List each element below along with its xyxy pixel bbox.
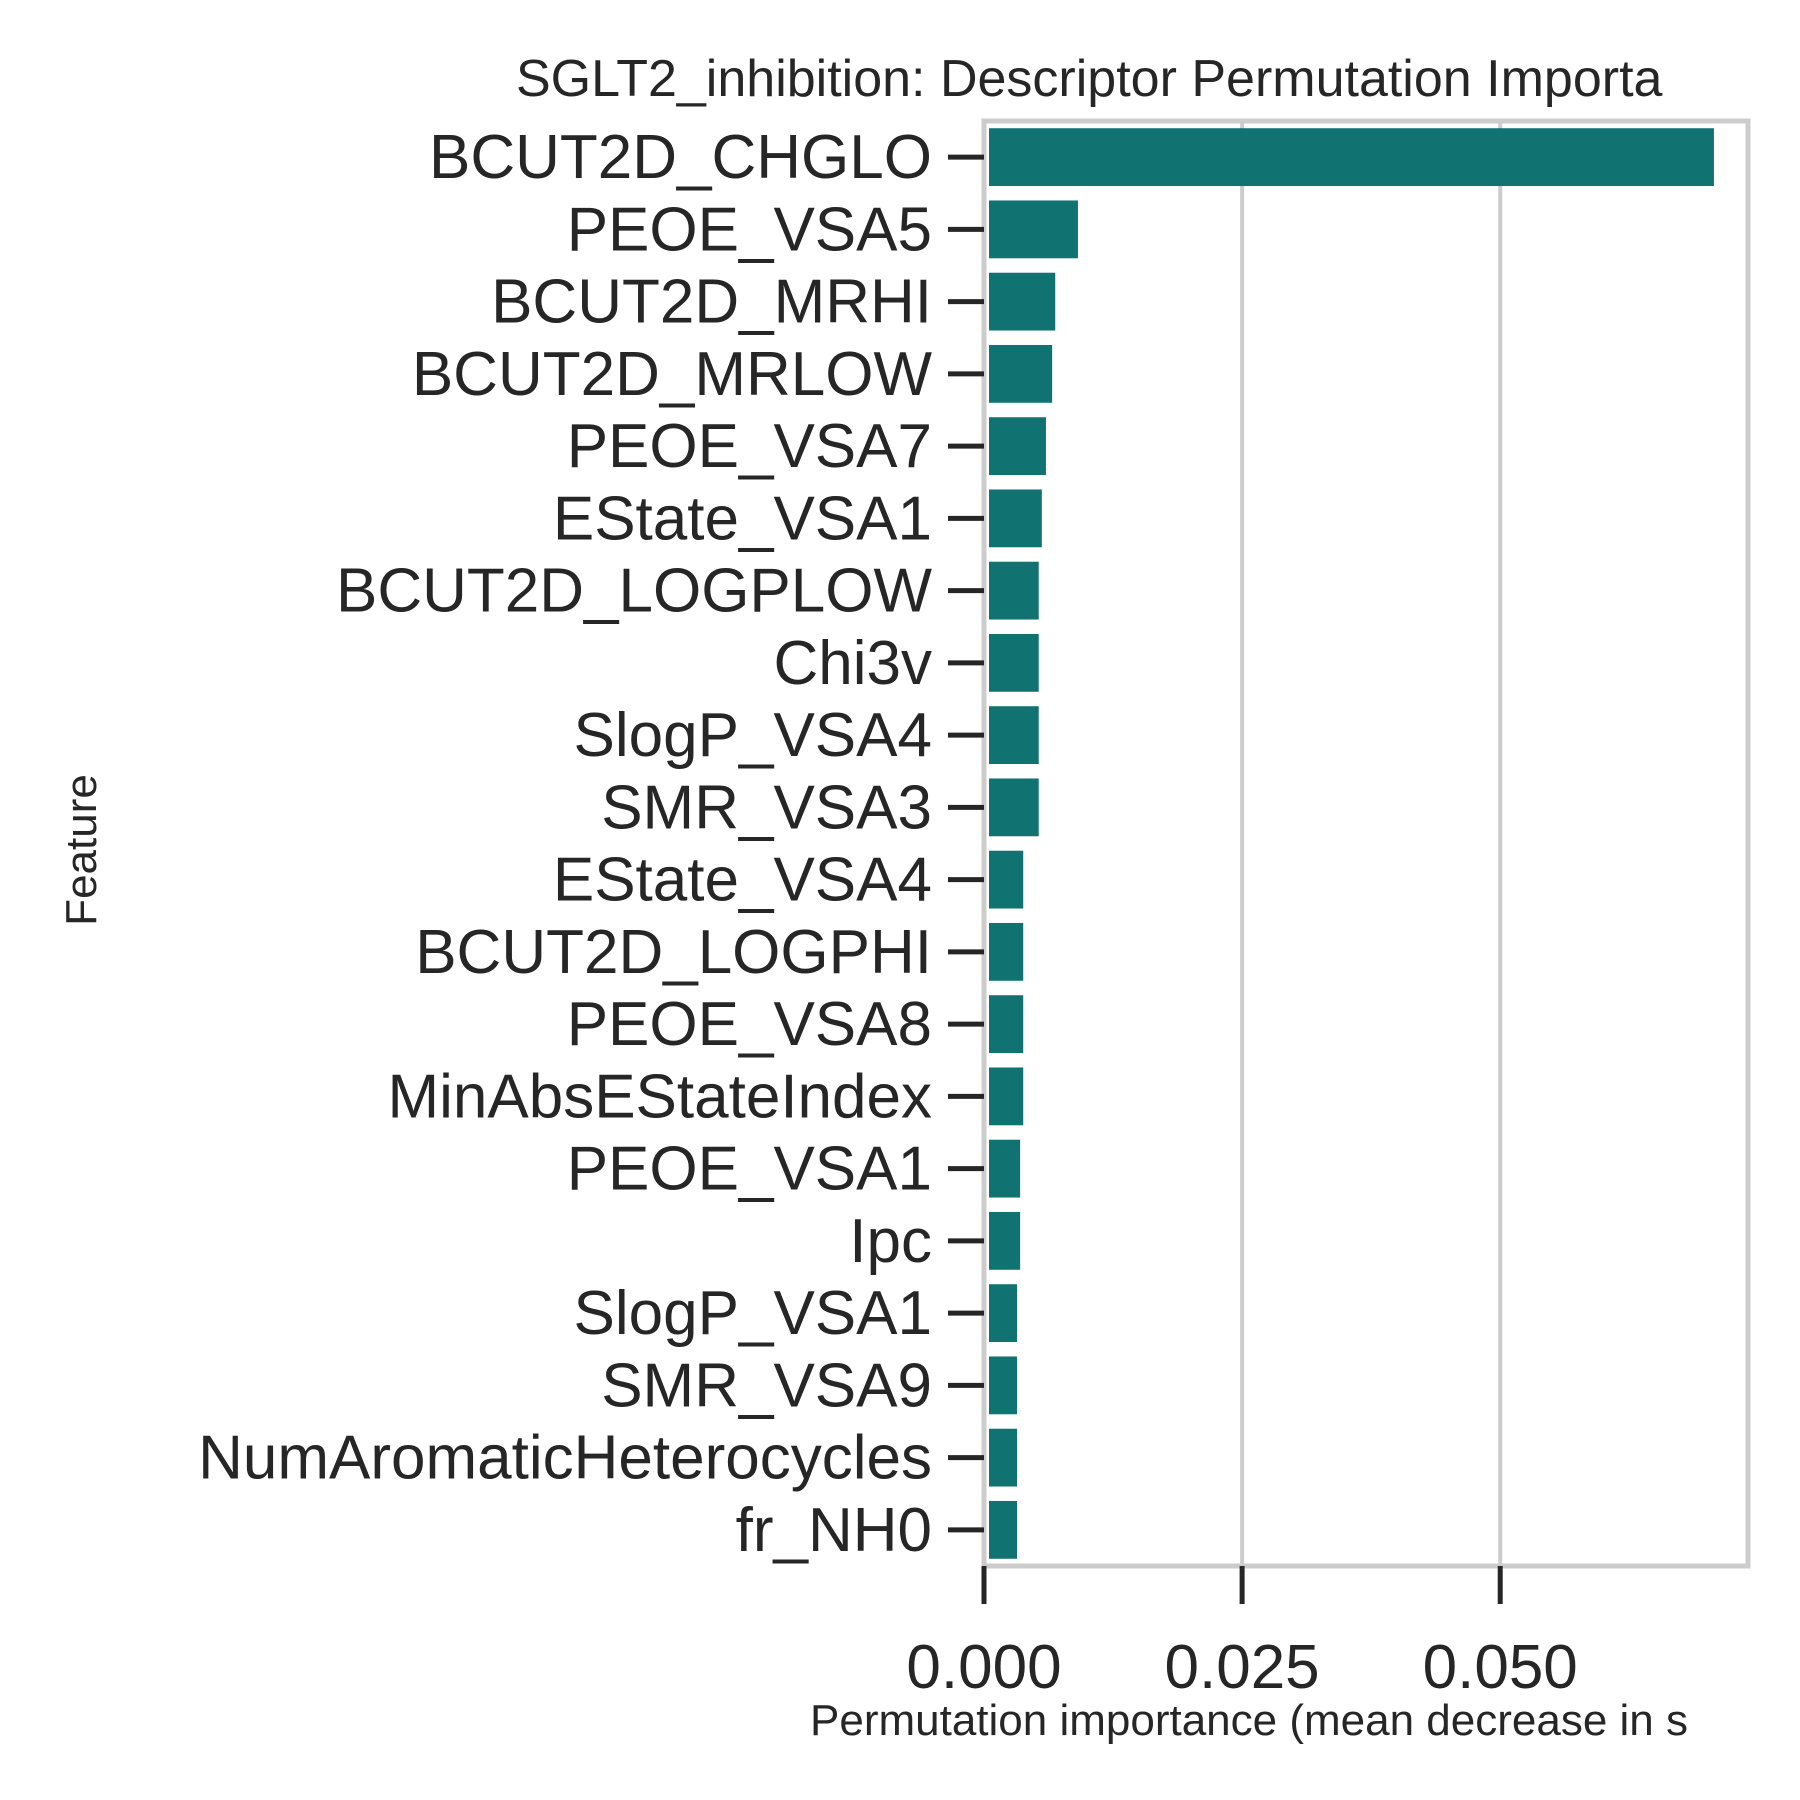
- bar: [989, 850, 1024, 909]
- y-tick-label: PEOE_VSA1: [567, 1135, 932, 1204]
- chart-title: SGLT2_inhibition: Descriptor Permutation…: [516, 50, 1663, 108]
- y-tick-label: SlogP_VSA4: [574, 701, 932, 770]
- y-axis-label: Feature: [57, 774, 106, 926]
- bar: [989, 1500, 1018, 1559]
- x-tick-label: 0.050: [1423, 1633, 1578, 1702]
- y-tick-label: EState_VSA1: [553, 484, 932, 553]
- y-tick-label: BCUT2D_LOGPHI: [415, 918, 932, 987]
- bar: [989, 778, 1039, 837]
- bar: [989, 1067, 1024, 1126]
- y-tick-label: SMR_VSA9: [601, 1351, 932, 1420]
- y-tick-label: SlogP_VSA1: [574, 1279, 932, 1348]
- plot-frame: [981, 118, 1751, 1569]
- y-tick-label: fr_NH0: [736, 1496, 932, 1565]
- bar: [989, 344, 1053, 403]
- bar: [989, 1284, 1018, 1343]
- bar: [989, 922, 1024, 981]
- x-tick-label: 0.000: [906, 1633, 1061, 1702]
- bar: [989, 561, 1039, 620]
- bar: [989, 706, 1039, 765]
- y-ticks: BCUT2D_CHGLOPEOE_VSA5BCUT2D_MRHIBCUT2D_M…: [198, 123, 984, 1565]
- bar: [989, 272, 1056, 331]
- y-tick-label: Chi3v: [773, 629, 932, 698]
- y-tick-label: BCUT2D_MRLOW: [412, 340, 933, 409]
- bar: [989, 128, 1714, 187]
- y-tick-label: PEOE_VSA7: [567, 412, 932, 481]
- y-tick-label: EState_VSA4: [553, 846, 932, 915]
- bar: [989, 995, 1024, 1054]
- bar: [989, 1211, 1021, 1270]
- y-tick-label: Ipc: [849, 1207, 932, 1276]
- x-tick-label: 0.025: [1165, 1633, 1320, 1702]
- x-ticks: 0.000 0.025 0.050: [906, 1566, 1578, 1702]
- bar: [989, 489, 1042, 548]
- y-tick-label: PEOE_VSA5: [567, 195, 932, 264]
- bars: [989, 128, 1714, 1559]
- bar: [989, 1428, 1018, 1487]
- y-tick-label: MinAbsEStateIndex: [387, 1062, 932, 1131]
- y-tick-label: BCUT2D_LOGPLOW: [336, 557, 933, 626]
- bar: [989, 1356, 1018, 1415]
- y-tick-label: PEOE_VSA8: [567, 990, 932, 1059]
- y-tick-label: NumAromaticHeterocycles: [198, 1424, 932, 1493]
- y-tick-label: BCUT2D_MRHI: [491, 268, 932, 337]
- y-tick-label: SMR_VSA3: [601, 773, 932, 842]
- bar: [989, 200, 1078, 259]
- bar: [989, 1139, 1021, 1198]
- bar: [989, 417, 1046, 476]
- y-tick-label: BCUT2D_CHGLO: [429, 123, 932, 192]
- x-axis-label: Permutation importance (mean decrease in…: [810, 1696, 1688, 1745]
- bar: [989, 633, 1039, 692]
